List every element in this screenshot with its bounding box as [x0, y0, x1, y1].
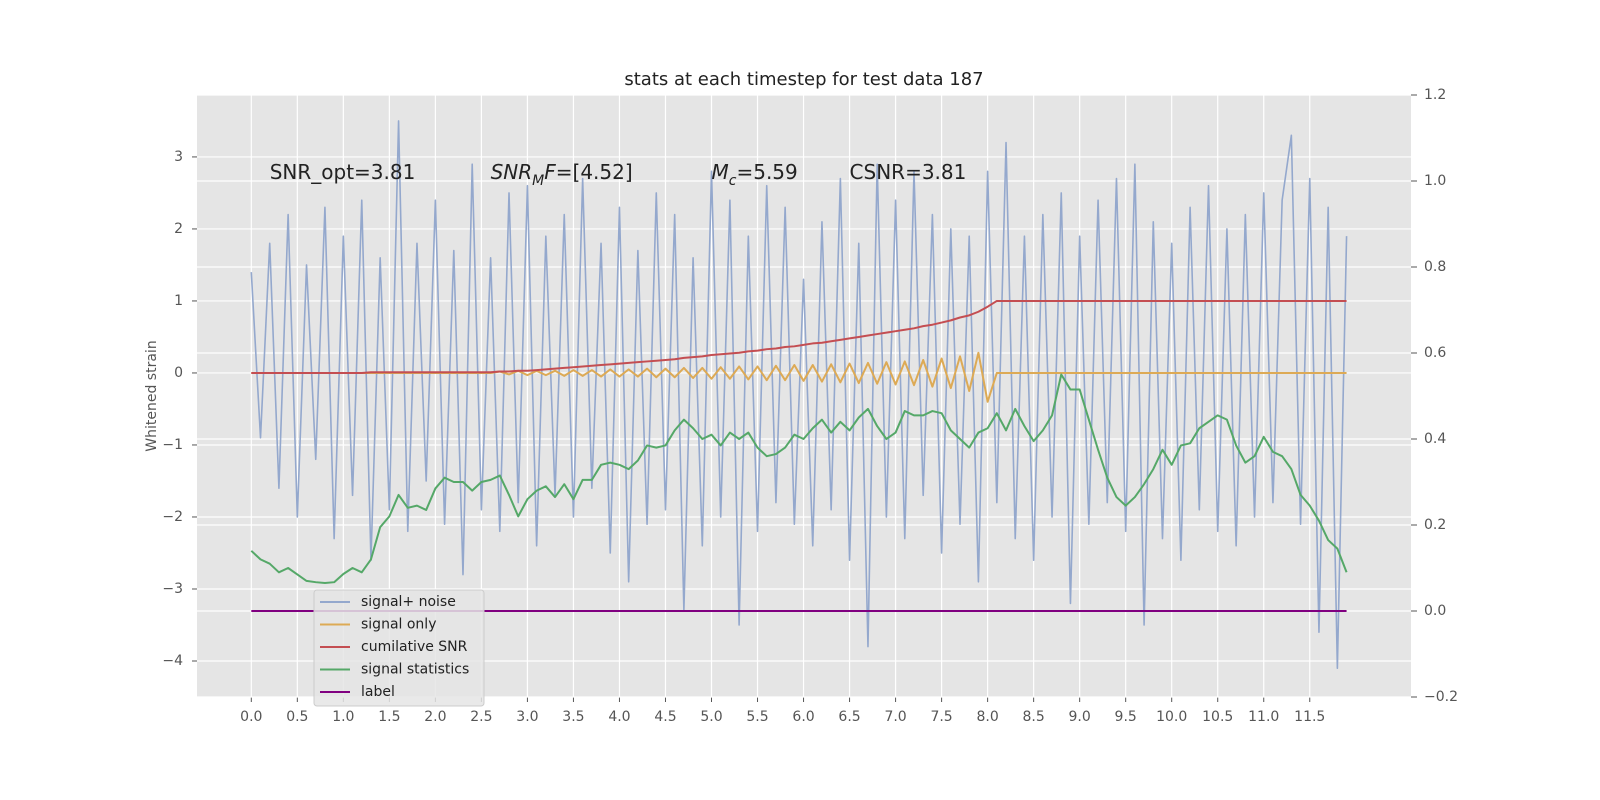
annotation-part: M — [532, 173, 544, 189]
x-tick-label: 6.0 — [792, 709, 814, 725]
x-tick-label: 3.5 — [562, 709, 584, 725]
y-tick-label: 0 — [174, 365, 183, 381]
y-tick-label: −4 — [162, 653, 183, 669]
x-tick-label: 6.5 — [838, 709, 860, 725]
x-tick-label: 11.5 — [1294, 709, 1325, 725]
y2-tick-label: 0.8 — [1424, 259, 1446, 275]
x-tick-label: 7.5 — [930, 709, 952, 725]
annotation: Mc=5.59 — [712, 159, 798, 189]
x-tick-label: 11.0 — [1248, 709, 1279, 725]
x-tick-label: 10.0 — [1156, 709, 1187, 725]
legend-label: signal only — [361, 617, 436, 633]
annotation-part: =[4.52] — [556, 159, 633, 183]
x-tick-label: 8.5 — [1023, 709, 1045, 725]
y2-tick-label: 0.4 — [1424, 431, 1446, 447]
legend-label: signal+ noise — [361, 594, 456, 610]
annotation: CSNR=3.81 — [850, 159, 967, 183]
annotation-part: M — [712, 159, 729, 183]
x-tick-label: 5.5 — [746, 709, 768, 725]
x-tick-label: 4.5 — [654, 709, 676, 725]
y2-tick-label: 0.6 — [1424, 345, 1446, 361]
legend-box — [313, 589, 485, 707]
y2-tick-label: 0.0 — [1424, 603, 1446, 619]
y2-tick-label: 1.2 — [1424, 87, 1446, 103]
y-tick-label: −1 — [162, 437, 183, 453]
annotation-part: SNR — [491, 159, 533, 183]
annotation-part: SNR_opt=3.81 — [270, 159, 416, 183]
y-tick-label: −3 — [162, 581, 183, 597]
chart-title: stats at each timestep for test data 187 — [624, 69, 983, 90]
annotation-part: F — [544, 159, 556, 183]
x-tick-label: 4.0 — [608, 709, 630, 725]
x-tick-label: 3.0 — [516, 709, 538, 725]
y2-tick-label: −0.2 — [1424, 689, 1458, 705]
legend-label: label — [361, 684, 395, 700]
annotation-part: CSNR=3.81 — [850, 159, 967, 183]
annotation-part: =5.59 — [736, 159, 797, 183]
annotation: SNR_opt=3.81 — [270, 159, 416, 183]
x-tick-label: 0.0 — [240, 709, 262, 725]
x-tick-label: 9.0 — [1069, 709, 1091, 725]
series-line — [250, 120, 1348, 669]
x-tick-label: 0.5 — [286, 709, 308, 725]
annotation: SNRMF=[4.52] — [491, 159, 633, 189]
y-tick-label: 3 — [174, 149, 183, 165]
y2-tick-label: 1.0 — [1424, 173, 1446, 189]
x-tick-label: 2.5 — [470, 709, 492, 725]
series-line — [250, 373, 1348, 585]
x-tick-label: 1.5 — [378, 709, 400, 725]
legend-label: signal statistics — [361, 662, 469, 678]
x-tick-label: 2.0 — [424, 709, 446, 725]
series-line — [251, 299, 1347, 374]
x-tick-label: 7.0 — [884, 709, 906, 725]
y-axis-label: Whitened strain — [144, 340, 160, 451]
x-tick-label: 8.0 — [976, 709, 998, 725]
y-tick-label: 1 — [174, 293, 183, 309]
x-tick-label: 9.5 — [1115, 709, 1137, 725]
x-tick-label: 1.0 — [332, 709, 354, 725]
x-tick-label: 5.0 — [700, 709, 722, 725]
y-tick-label: −2 — [162, 509, 183, 525]
x-tick-label: 10.5 — [1202, 709, 1233, 725]
y-tick-label: 2 — [174, 221, 183, 237]
legend-label: cumilative SNR — [361, 639, 468, 655]
annotation-part: c — [729, 173, 737, 189]
y2-tick-label: 0.2 — [1424, 517, 1446, 533]
